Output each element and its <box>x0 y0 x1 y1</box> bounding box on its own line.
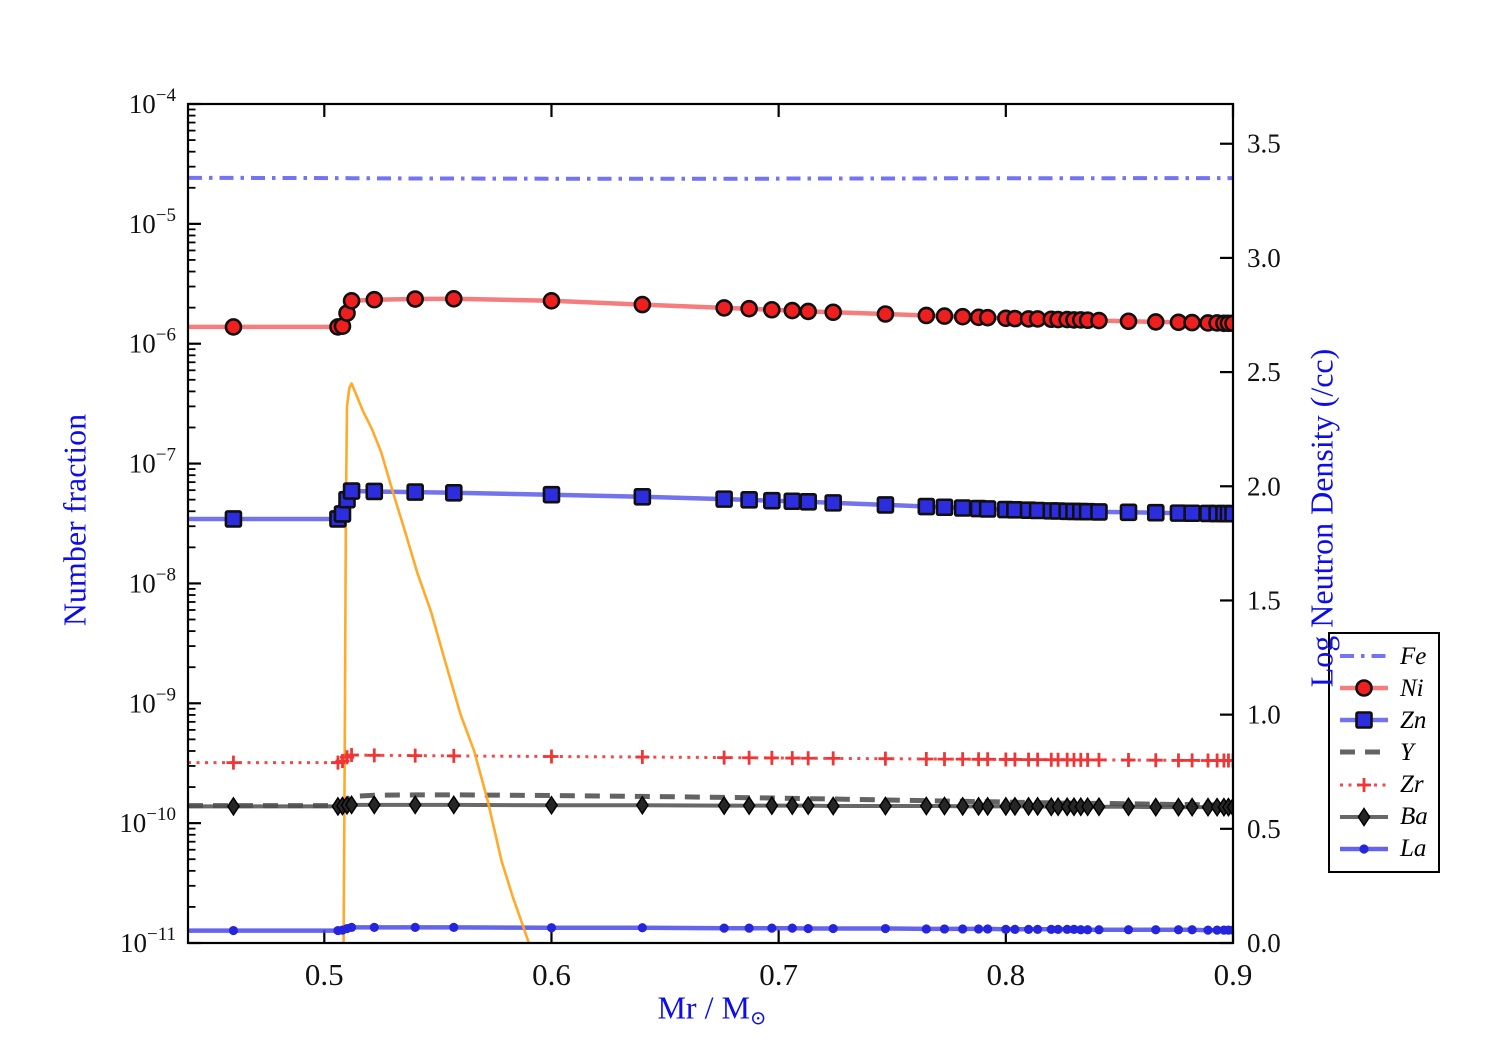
y-right-tick-label: 0.0 <box>1247 928 1281 958</box>
series-markers-zn <box>224 482 1233 528</box>
legend-sample-fe <box>1340 654 1388 659</box>
legend-label-y: Y <box>1400 738 1414 766</box>
x-tick-label: 0.7 <box>759 957 798 992</box>
legend-sample-zr <box>1340 777 1388 792</box>
legend-label-la: La <box>1400 835 1427 863</box>
series-lines <box>188 175 1233 943</box>
legend-sample-la <box>1340 844 1388 854</box>
legend-entry-zn: Zn <box>1338 705 1430 735</box>
y-left-tick-label: 10−10 <box>119 804 176 838</box>
y-right-tick-label: 3.0 <box>1247 243 1281 273</box>
legend-entry-ni: Ni <box>1338 673 1430 703</box>
y-left-tick-label: 10−5 <box>129 205 176 239</box>
y-left-tick-label: 10−11 <box>120 924 176 958</box>
x-tick-label: 0.9 <box>1214 957 1253 992</box>
y-right-tick-label: 1.0 <box>1247 700 1281 730</box>
y-axis-label-left: Number fraction <box>56 413 93 627</box>
legend-sample-zn <box>1340 711 1388 730</box>
y-left-tick-label: 10−9 <box>129 684 176 718</box>
legend-label-fe: Fe <box>1400 642 1427 670</box>
y-right-tick-label: 2.5 <box>1247 357 1281 387</box>
legend: Fe Ni Zn Y Zr Ba La <box>1328 632 1440 873</box>
series-markers-la <box>228 922 1233 936</box>
x-axis-label: Mr / M⊙ <box>657 990 766 1031</box>
legend-label-zr: Zr <box>1400 771 1424 799</box>
legend-entry-ba: Ba <box>1338 802 1430 832</box>
legend-sample-y <box>1340 749 1388 755</box>
series-line-y <box>188 792 1233 809</box>
legend-sample-ni <box>1340 679 1388 698</box>
legend-entry-y: Y <box>1338 737 1430 767</box>
plot-spines <box>186 102 1235 945</box>
y-left-tick-label: 10−8 <box>129 564 176 598</box>
y-right-tick-label: 3.5 <box>1247 129 1281 159</box>
legend-label-zn: Zn <box>1400 706 1427 734</box>
y-right-tick-label: 1.5 <box>1247 585 1281 615</box>
y-left-tick-label: 10−4 <box>129 85 177 119</box>
legend-entry-la: La <box>1338 834 1430 864</box>
series-line-fe <box>188 175 1233 181</box>
y-left-tick-label: 10−6 <box>129 325 176 359</box>
y-right-tick-label: 2.0 <box>1247 471 1281 501</box>
y-right-tick-label: 0.5 <box>1247 814 1281 844</box>
x-tick-label: 0.8 <box>986 957 1025 992</box>
legend-entry-fe: Fe <box>1338 641 1430 671</box>
legend-entry-zr: Zr <box>1338 770 1430 800</box>
legend-label-ni: Ni <box>1400 674 1424 702</box>
series-line-neutron-density <box>342 382 531 943</box>
legend-sample-ba <box>1340 806 1388 827</box>
series-markers-ba <box>226 795 1233 817</box>
x-axis-label-text: Mr / M <box>657 989 750 1026</box>
series-markers-zr <box>226 748 1233 770</box>
sun-symbol: ⊙ <box>749 1007 767 1030</box>
y-left-tick-label: 10−7 <box>129 445 176 479</box>
series-markers <box>224 289 1233 936</box>
x-tick-label: 0.5 <box>305 957 344 992</box>
x-tick-label: 0.6 <box>532 957 571 992</box>
series-markers-ni <box>224 289 1233 336</box>
y-axis-label-right: Log Neutron Density (/cc) <box>1303 348 1340 688</box>
legend-label-ba: Ba <box>1400 803 1428 831</box>
